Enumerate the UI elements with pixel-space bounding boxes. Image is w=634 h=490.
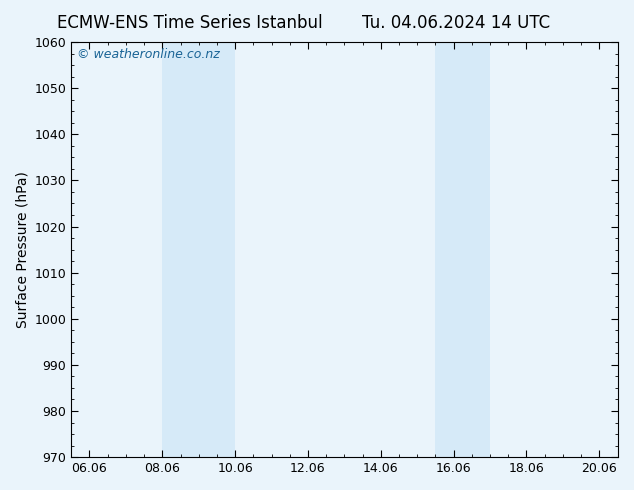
Text: © weatheronline.co.nz: © weatheronline.co.nz — [77, 49, 219, 61]
Text: Tu. 04.06.2024 14 UTC: Tu. 04.06.2024 14 UTC — [363, 14, 550, 32]
Bar — [162, 42, 235, 457]
Text: ECMW-ENS Time Series Istanbul: ECMW-ENS Time Series Istanbul — [58, 14, 323, 32]
Bar — [436, 42, 490, 457]
Y-axis label: Surface Pressure (hPa): Surface Pressure (hPa) — [15, 171, 29, 328]
